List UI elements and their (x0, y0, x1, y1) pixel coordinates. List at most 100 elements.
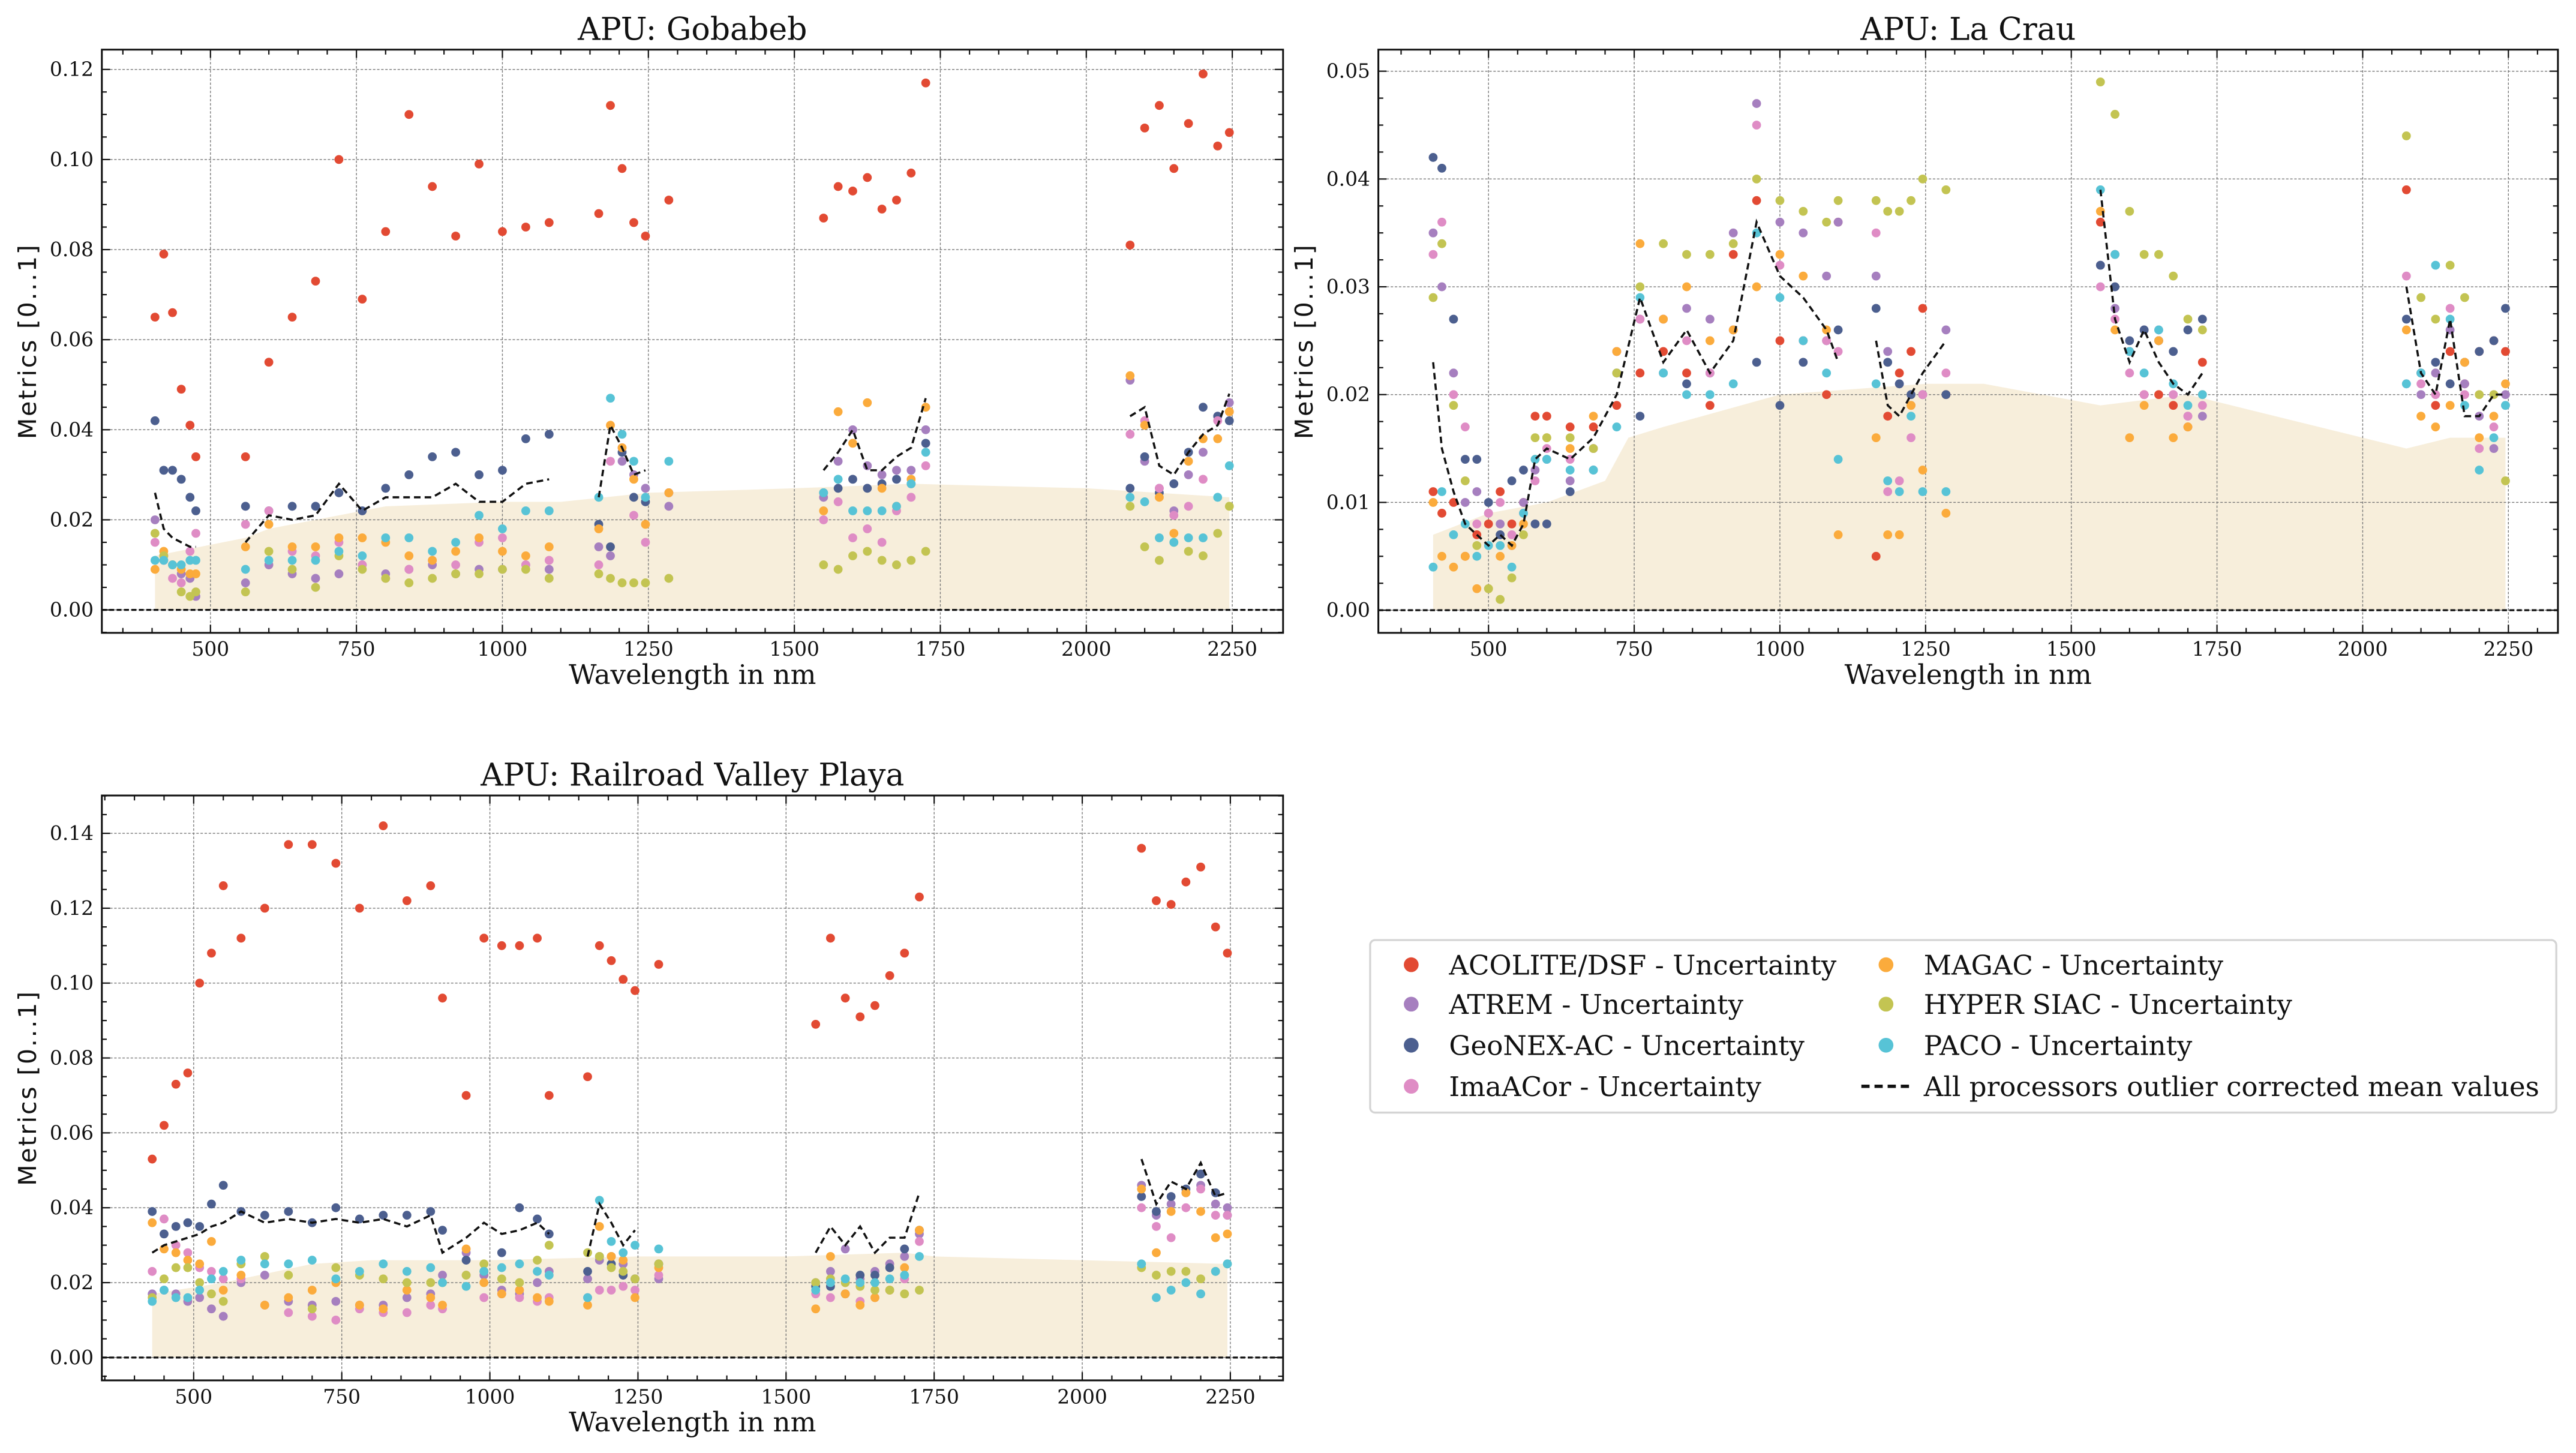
data-point (260, 903, 269, 913)
data-point (438, 993, 447, 1003)
mean-line-segment (586, 1201, 636, 1257)
data-point (287, 502, 297, 511)
data-point (1871, 196, 1881, 205)
data-point (331, 858, 341, 868)
legend-label-mean: All processors outlier corrected mean va… (1923, 1071, 2539, 1103)
legend-marker-magac (1878, 957, 1894, 972)
data-point (863, 547, 872, 556)
data-point (863, 398, 872, 407)
data-point (863, 173, 872, 182)
data-point (664, 457, 674, 466)
data-point (284, 1308, 293, 1317)
data-point (2095, 77, 2105, 87)
y-tick-label: 0.12 (50, 896, 94, 920)
y-tick-label: 0.04 (1326, 167, 1370, 190)
data-point (921, 78, 930, 88)
data-point (1565, 466, 1575, 475)
data-point (641, 520, 650, 529)
data-point (307, 1256, 317, 1265)
data-point (1635, 412, 1645, 421)
data-point (848, 506, 857, 515)
data-point (1775, 401, 1785, 410)
data-point (1224, 502, 1234, 511)
data-point (176, 385, 186, 394)
data-point (1752, 99, 1761, 108)
data-point (870, 1293, 879, 1302)
data-point (150, 529, 160, 538)
data-point (1682, 282, 1691, 292)
data-point (1705, 401, 1715, 410)
data-point (191, 529, 200, 538)
data-point (1199, 475, 1208, 484)
y-tick-label: 0.02 (1326, 383, 1370, 406)
data-point (1530, 476, 1540, 485)
data-point (2445, 304, 2455, 313)
charts-layer: 500 750 1000 1250 1500 1750 2000 2250 0.00 0.02 0.… (13, 11, 2559, 1438)
data-point (479, 1259, 489, 1269)
data-point (1428, 153, 1438, 162)
data-point (1155, 556, 1164, 565)
data-point (1507, 562, 1517, 572)
data-point (176, 560, 186, 569)
data-point (2125, 206, 2134, 216)
data-point (877, 205, 887, 214)
data-point (819, 214, 828, 223)
data-point (2110, 110, 2119, 119)
y-tick-label: 0.10 (50, 971, 94, 995)
requirement-band (1433, 383, 2506, 611)
data-point (583, 1266, 592, 1276)
data-point (533, 1278, 542, 1287)
data-point (284, 840, 293, 849)
data-point (176, 587, 186, 596)
data-point (1822, 368, 1832, 378)
data-point (218, 881, 228, 890)
data-point (1659, 368, 1668, 378)
data-point (207, 1199, 216, 1209)
x-axis-label: Wavelength in nm (569, 659, 816, 691)
legend-label-paco: PACO - Uncertainty (1924, 1030, 2193, 1062)
data-point (877, 506, 887, 515)
data-point (1799, 206, 1808, 216)
data-point (848, 439, 857, 448)
data-point (607, 1236, 616, 1246)
data-point (1155, 533, 1164, 542)
data-point (307, 1311, 317, 1321)
data-point (475, 511, 484, 520)
data-point (2501, 347, 2510, 356)
data-point (1871, 228, 1881, 238)
data-point (183, 1293, 193, 1302)
ticks (101, 49, 1283, 634)
data-point (1137, 1259, 1146, 1269)
data-point (825, 933, 835, 943)
data-point (402, 1266, 412, 1276)
data-point (2475, 390, 2484, 400)
data-point (641, 493, 650, 502)
data-point (1775, 293, 1785, 302)
x-tick-label: 1500 (2046, 637, 2097, 661)
data-point (1224, 128, 1234, 137)
data-point (402, 896, 412, 905)
data-point (207, 1236, 216, 1246)
data-point (521, 506, 530, 515)
data-point (148, 1266, 157, 1276)
data-point (168, 308, 177, 317)
data-point (1152, 1222, 1161, 1231)
data-point (1224, 407, 1234, 416)
data-point (533, 1256, 542, 1265)
data-point (241, 578, 250, 587)
data-point (1181, 1188, 1191, 1197)
data-point (2431, 314, 2440, 324)
data-point (150, 416, 160, 425)
data-point (207, 1266, 216, 1276)
data-point (885, 1286, 894, 1295)
data-point (1428, 293, 1438, 302)
data-point (497, 1289, 506, 1299)
data-point (848, 475, 857, 484)
data-point (479, 1266, 489, 1276)
data-point (1472, 455, 1482, 464)
data-point (1542, 520, 1551, 529)
data-point (284, 1271, 293, 1280)
data-point (900, 1271, 909, 1280)
data-point (619, 1256, 628, 1265)
mean-line-segment (1432, 218, 1839, 548)
